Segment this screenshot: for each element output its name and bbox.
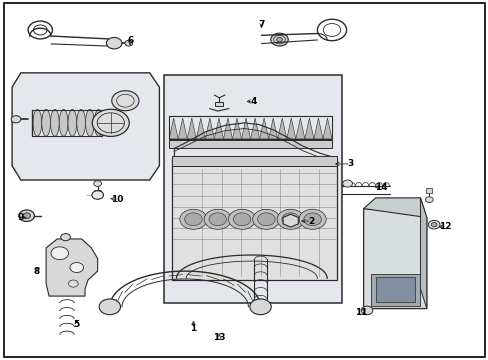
Circle shape <box>92 109 129 136</box>
Polygon shape <box>277 118 286 139</box>
Bar <box>164 75 341 303</box>
Circle shape <box>276 37 282 42</box>
Ellipse shape <box>33 109 41 136</box>
Polygon shape <box>241 118 250 139</box>
Ellipse shape <box>41 109 50 136</box>
Ellipse shape <box>85 109 94 136</box>
Circle shape <box>298 209 325 229</box>
Text: 13: 13 <box>213 333 225 342</box>
Circle shape <box>228 209 255 229</box>
Bar <box>370 274 419 306</box>
Ellipse shape <box>77 109 85 136</box>
Circle shape <box>282 213 299 226</box>
Text: 6: 6 <box>127 36 133 45</box>
Text: 5: 5 <box>74 320 80 329</box>
Polygon shape <box>12 73 159 180</box>
Bar <box>171 158 336 280</box>
Text: 10: 10 <box>111 195 123 204</box>
Bar <box>169 116 331 139</box>
Circle shape <box>124 40 132 46</box>
Polygon shape <box>313 118 322 139</box>
Ellipse shape <box>68 109 77 136</box>
Circle shape <box>427 220 439 229</box>
Text: 8: 8 <box>33 267 40 276</box>
Circle shape <box>180 209 206 229</box>
Circle shape <box>23 213 30 219</box>
Text: 4: 4 <box>249 97 256 106</box>
Polygon shape <box>178 118 187 139</box>
Ellipse shape <box>59 109 68 136</box>
Polygon shape <box>205 118 214 139</box>
Circle shape <box>99 299 120 315</box>
Circle shape <box>51 247 68 260</box>
Circle shape <box>430 222 436 227</box>
Text: 1: 1 <box>190 324 196 333</box>
Circle shape <box>203 209 231 229</box>
Circle shape <box>61 234 70 241</box>
Circle shape <box>94 181 102 186</box>
Text: 2: 2 <box>308 217 314 226</box>
Polygon shape <box>223 118 232 139</box>
Polygon shape <box>304 118 313 139</box>
Circle shape <box>361 306 372 315</box>
Polygon shape <box>169 118 178 139</box>
Polygon shape <box>268 118 277 139</box>
Text: 14: 14 <box>374 183 387 192</box>
Ellipse shape <box>50 109 59 136</box>
Circle shape <box>249 299 271 315</box>
Polygon shape <box>295 118 304 139</box>
Circle shape <box>208 213 226 226</box>
Circle shape <box>252 209 280 229</box>
Bar <box>169 140 331 148</box>
Text: 11: 11 <box>354 308 366 317</box>
Polygon shape <box>250 118 259 139</box>
Text: 7: 7 <box>258 20 264 29</box>
Bar <box>171 156 336 166</box>
Polygon shape <box>283 214 298 227</box>
Polygon shape <box>363 208 426 309</box>
Circle shape <box>184 213 202 226</box>
Circle shape <box>425 197 432 203</box>
Polygon shape <box>46 239 98 296</box>
Circle shape <box>68 280 78 287</box>
Polygon shape <box>363 198 426 217</box>
Text: 3: 3 <box>346 159 353 168</box>
Circle shape <box>106 37 122 49</box>
Circle shape <box>342 180 352 187</box>
Circle shape <box>11 116 21 123</box>
Circle shape <box>257 213 275 226</box>
Bar <box>215 102 223 107</box>
Circle shape <box>303 213 321 226</box>
Circle shape <box>19 210 34 221</box>
Circle shape <box>270 33 287 46</box>
Circle shape <box>112 91 139 111</box>
Polygon shape <box>420 198 426 309</box>
Circle shape <box>233 213 250 226</box>
Text: 12: 12 <box>438 222 450 231</box>
Bar <box>375 277 414 302</box>
Bar <box>426 188 431 193</box>
Ellipse shape <box>94 109 103 136</box>
Circle shape <box>92 191 103 199</box>
Polygon shape <box>187 118 196 139</box>
Text: 9: 9 <box>18 213 24 222</box>
Circle shape <box>277 209 304 229</box>
Polygon shape <box>214 118 223 139</box>
Polygon shape <box>322 118 331 139</box>
Circle shape <box>70 262 83 273</box>
Polygon shape <box>286 118 295 139</box>
Polygon shape <box>196 118 205 139</box>
Polygon shape <box>232 118 241 139</box>
Polygon shape <box>259 118 268 139</box>
